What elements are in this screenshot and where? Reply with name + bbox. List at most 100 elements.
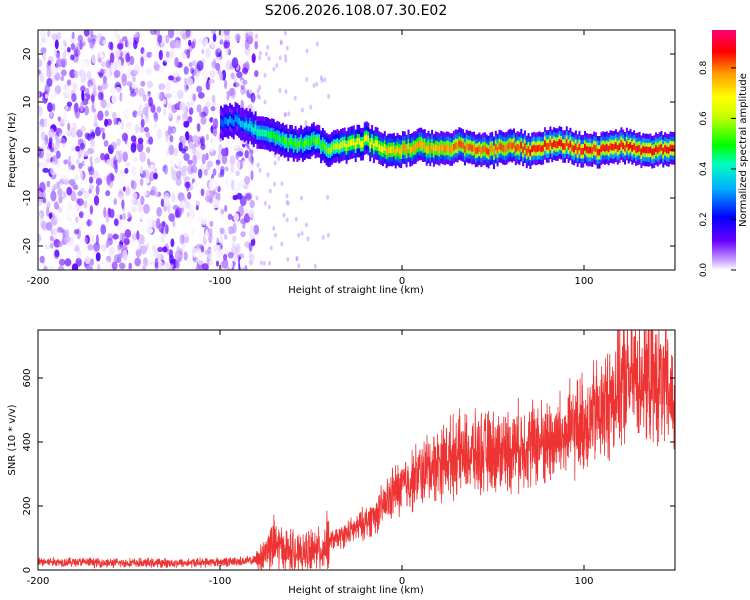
spectrogram-noise-blob [64,258,72,267]
spectrogram-noise-blob [93,195,100,206]
spectrogram-noise-blob [274,232,277,238]
spectrogram-noise-blob [119,214,123,220]
spectrogram-xlabel: Height of straight line (km) [288,285,424,296]
spectrogram-noise-blob [138,104,143,115]
spectrogram-noise-blob [171,192,176,203]
spectrogram-noise-blob [124,238,130,246]
spectrogram-noise-blob [321,235,325,240]
spectrogram-ridge-cell [527,146,530,153]
spectrogram-noise-blob [248,152,252,164]
spectrogram-noise-blob [176,115,181,121]
spectrogram-noise-blob [168,102,172,112]
spectrogram-ridge-cell [576,147,579,154]
spectrogram-ridge-cell [283,138,286,145]
spectrogram-noise-blob [110,141,117,150]
spectrogram-noise-blob [168,75,174,81]
spectrogram-noise-blob [188,206,193,214]
spectrogram-noise-blob [223,168,227,179]
spectrogram-ridge-cell [250,124,253,132]
spectrogram-ridge-cell [649,146,652,154]
spectrogram-noise-blob [197,92,205,99]
spectrogram-noise-blob [181,135,187,142]
spectrogram-noise-blob [121,199,125,210]
spectrogram-noise-blob [148,96,154,107]
spectrogram-noise-blob [73,185,78,190]
spectrogram-noise-blob [327,93,331,99]
spectrogram-noise-blob [326,232,330,238]
spectrogram-ridge-cell [394,148,397,156]
spectrogram-noise-blob [51,209,56,217]
spectrogram-ridge-cell [427,143,430,151]
spectrogram-noise-blob [124,141,132,148]
spectrogram-noise-blob [113,117,118,126]
spectrogram-ridge-cell [371,138,374,145]
spectrogram-noise-blob [134,124,140,134]
spectrogram-ridge-cell [578,143,581,151]
spectrogram-noise-blob [224,79,228,90]
spectrogram-ridge-cell [449,146,452,153]
spectrogram-noise-blob [105,212,110,223]
spectrogram-ridge-cell [627,143,630,151]
spectrogram-ridge-cell [544,140,546,147]
spectrogram-ridge-cell [223,117,226,125]
spectrogram-ridge-cell [349,139,352,147]
spectrogram-ridge-cell [471,145,474,152]
spectrogram-noise-blob [118,193,123,201]
spectrogram-noise-blob [226,90,230,101]
spectrogram-noise-blob [103,207,107,218]
spectrogram-noise-blob [158,49,163,61]
spectrogram-noise-blob [106,159,112,166]
y-tick-label: -20 [22,238,33,254]
spectrogram-noise-blob [191,145,196,155]
spectrogram-ridge-cell [454,142,457,149]
spectrogram-noise-blob [133,156,139,163]
spectrogram-ridge-cell [602,144,605,151]
spectrogram-noise-blob [46,180,51,188]
spectrogram-noise-blob [217,186,221,193]
spectrogram-ridge-cell [494,143,497,151]
colorbar-label: Normalized spectral amplitude [738,73,749,227]
spectrogram-noise-blob [219,236,224,247]
spectrogram-noise-blob [100,244,107,253]
spectrogram-noise-blob [219,169,225,178]
spectrogram-noise-blob [188,62,193,68]
spectrogram-noise-blob [229,155,236,166]
spectrogram-noise-blob [83,200,88,209]
snr-series-line [38,330,675,570]
spectrogram-noise-blob [104,110,110,117]
spectrogram-noise-blob [112,233,119,240]
spectrogram-noise-blob [146,217,152,226]
spectrogram-noise-blob [153,111,158,119]
spectrogram-noise-blob [187,159,194,165]
spectrogram-noise-blob [221,154,228,165]
spectrogram-noise-blob [248,84,255,95]
spectrogram-noise-blob [188,141,193,149]
spectrogram-noise-blob [197,257,204,266]
spectrogram-noise-blob [192,154,198,166]
spectrogram-noise-blob [47,30,51,37]
spectrogram-ridge-cell [487,148,490,156]
spectrogram-noise-blob [91,93,95,104]
spectrogram-noise-blob [244,150,249,159]
spectrogram-ridge-cell [296,142,299,150]
spectrogram-noise-blob [39,72,45,83]
y-tick-label: 20 [22,48,33,61]
spectrogram-noise-blob [174,209,180,219]
spectrogram-noise-blob [149,253,153,263]
spectrogram-noise-blob [165,51,170,58]
spectrogram-noise-blob [240,231,246,238]
spectrogram-noise-blob [306,236,310,242]
spectrogram-noise-blob [150,52,158,61]
spectrogram-ridge-cell [658,145,661,152]
spectrogram-noise-blob [132,242,139,248]
spectrogram-noise-blob [205,189,212,200]
x-tick-label: -200 [27,276,50,287]
spectrogram-noise-blob [198,37,203,45]
spectrogram-noise-blob [315,41,319,47]
spectrogram-noise-blob [170,171,174,178]
spectrogram-noise-blob [185,30,191,38]
spectrogram-noise-blob [233,76,237,83]
spectrogram-ridge-cell [598,148,601,156]
spectrogram-noise-blob [205,48,211,59]
spectrogram-ridge-cell [327,147,330,155]
